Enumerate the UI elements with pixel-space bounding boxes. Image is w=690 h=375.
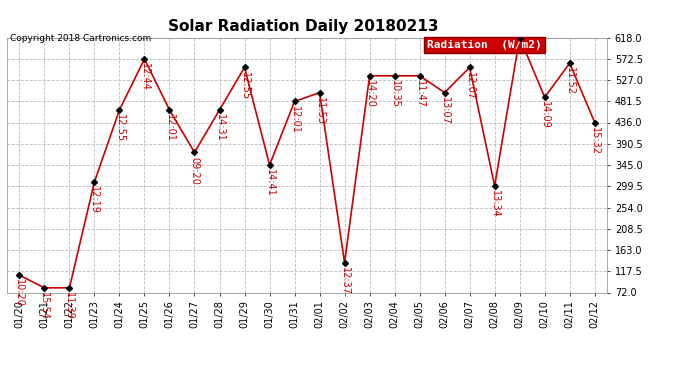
Text: Solar Radiation Daily 20180213: Solar Radiation Daily 20180213 <box>168 19 439 34</box>
Text: 14:41: 14:41 <box>264 169 275 197</box>
Text: 13:07: 13:07 <box>440 97 450 124</box>
Text: 12:19: 12:19 <box>90 186 99 214</box>
Text: 15:32: 15:32 <box>590 127 600 154</box>
Text: 12:55: 12:55 <box>239 72 250 100</box>
Text: 12:55: 12:55 <box>115 114 124 142</box>
Text: 11:47: 11:47 <box>415 80 424 108</box>
Text: 12:01: 12:01 <box>164 114 175 142</box>
Text: 11:52: 11:52 <box>564 68 575 95</box>
Text: 10:20: 10:20 <box>14 279 24 307</box>
Text: 14:20: 14:20 <box>364 80 375 108</box>
Text: 11:53: 11:53 <box>315 97 324 124</box>
Text: 11:39: 11:39 <box>64 292 75 320</box>
Text: Radiation  (W/m2): Radiation (W/m2) <box>427 40 542 50</box>
Text: 15:54: 15:54 <box>39 292 50 320</box>
Text: 12:37: 12:37 <box>339 267 350 295</box>
Text: 12:44: 12:44 <box>139 63 150 91</box>
Text: 12:01: 12:01 <box>290 106 299 134</box>
Text: 12:07: 12:07 <box>464 72 475 99</box>
Text: 10:35: 10:35 <box>390 80 400 108</box>
Text: 14:31: 14:31 <box>215 114 224 142</box>
Text: 09:20: 09:20 <box>190 156 199 184</box>
Text: Copyright 2018 Cartronics.com: Copyright 2018 Cartronics.com <box>10 34 152 43</box>
Text: 13:34: 13:34 <box>490 190 500 218</box>
Text: 14:09: 14:09 <box>540 102 550 129</box>
